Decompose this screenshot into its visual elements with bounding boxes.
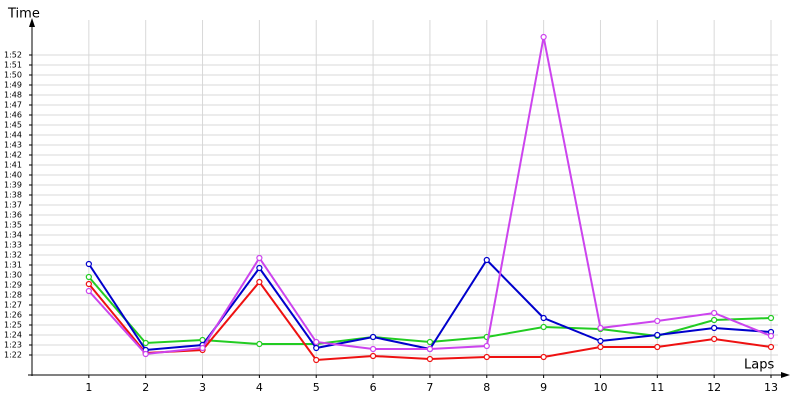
- y-tick-label: 1:46: [4, 111, 22, 120]
- point: [85, 273, 92, 281]
- x-tick-label: 10: [593, 381, 607, 394]
- y-tick-label: 1:45: [4, 121, 22, 130]
- y-tick-label: 1:41: [4, 161, 22, 170]
- x-tick-label: 13: [764, 381, 778, 394]
- y-tick-label: 1:50: [4, 71, 22, 80]
- x-tick-label: 9: [540, 381, 547, 394]
- y-tick-label: 1:39: [4, 181, 22, 190]
- y-tick-label: 1:52: [4, 51, 22, 60]
- point: [711, 335, 718, 343]
- y-tick-label: 1:28: [4, 291, 22, 300]
- point: [369, 352, 377, 360]
- point: [199, 344, 206, 352]
- y-tick-label: 1:30: [4, 271, 22, 280]
- y-tick-label: 1:48: [4, 91, 22, 100]
- y-tick-label: 1:49: [4, 81, 22, 90]
- point: [597, 343, 604, 351]
- x-tick-label: 3: [199, 381, 206, 394]
- point: [654, 331, 661, 339]
- point: [540, 33, 547, 41]
- point: [597, 337, 604, 345]
- plot: [85, 33, 775, 364]
- point: [597, 324, 604, 332]
- point: [767, 343, 775, 351]
- y-tick-label: 1:32: [4, 251, 22, 260]
- point: [313, 356, 320, 364]
- y-tick-label: 1:47: [4, 101, 22, 110]
- y-tick-label: 1:34: [4, 231, 22, 240]
- point: [711, 324, 718, 332]
- x-tick-label: 4: [256, 381, 263, 394]
- point: [767, 314, 775, 322]
- point: [426, 345, 434, 353]
- point: [142, 350, 149, 358]
- point: [256, 340, 263, 348]
- y-tick-label: 1:24: [4, 331, 22, 340]
- point: [256, 254, 263, 262]
- y-tick-label: 1:22: [4, 351, 22, 360]
- point: [540, 323, 547, 331]
- point: [540, 314, 547, 322]
- point: [256, 278, 263, 286]
- x-tick-label: 11: [650, 381, 664, 394]
- x-tick-label: 8: [483, 381, 490, 394]
- y-tick-label: 1:25: [4, 321, 22, 330]
- point: [369, 333, 377, 341]
- point: [256, 264, 263, 272]
- y-tick-label: 1:29: [4, 281, 22, 290]
- y-tick-label: 1:44: [4, 131, 22, 140]
- y-tick-label: 1:38: [4, 191, 22, 200]
- point: [313, 344, 320, 352]
- point: [85, 287, 92, 295]
- x-tick-label: 12: [707, 381, 721, 394]
- point: [85, 260, 92, 268]
- point: [142, 339, 149, 347]
- y-tick-label: 1:27: [4, 301, 22, 310]
- x-tick-label: 1: [85, 381, 92, 394]
- point: [767, 332, 775, 340]
- x-tick-label: 6: [370, 381, 377, 394]
- point: [85, 280, 92, 288]
- point: [711, 309, 718, 317]
- y-tick-label: 1:31: [4, 261, 22, 270]
- y-tick-label: 1:36: [4, 211, 22, 220]
- point: [426, 338, 434, 346]
- point: [711, 316, 718, 324]
- y-tick-label: 1:35: [4, 221, 22, 230]
- y-axis-arrow: [29, 18, 35, 27]
- x-tick-label: 7: [426, 381, 433, 394]
- point: [426, 355, 434, 363]
- x-axis-arrow: [781, 372, 790, 378]
- y-tick-label: 1:23: [4, 341, 22, 350]
- grid: [29, 20, 778, 378]
- point: [483, 353, 490, 361]
- y-tick-label: 1:33: [4, 241, 22, 250]
- y-tick-label: 1:26: [4, 311, 22, 320]
- x-tick-label: 2: [142, 381, 149, 394]
- point: [654, 317, 661, 325]
- point: [654, 343, 661, 351]
- point: [313, 338, 320, 346]
- point: [483, 342, 490, 350]
- point: [369, 345, 377, 353]
- y-tick-label: 1:40: [4, 171, 22, 180]
- x-axis-label: Laps: [744, 358, 774, 373]
- y-tick-label: 1:37: [4, 201, 22, 210]
- x-tick-label: 5: [313, 381, 320, 394]
- y-tick-label: 1:51: [4, 61, 22, 70]
- y-tick-label: 1:43: [4, 141, 22, 150]
- y-axis-label: Time: [7, 7, 40, 22]
- point: [540, 353, 547, 361]
- point: [483, 256, 490, 264]
- y-tick-label: 1:42: [4, 151, 22, 160]
